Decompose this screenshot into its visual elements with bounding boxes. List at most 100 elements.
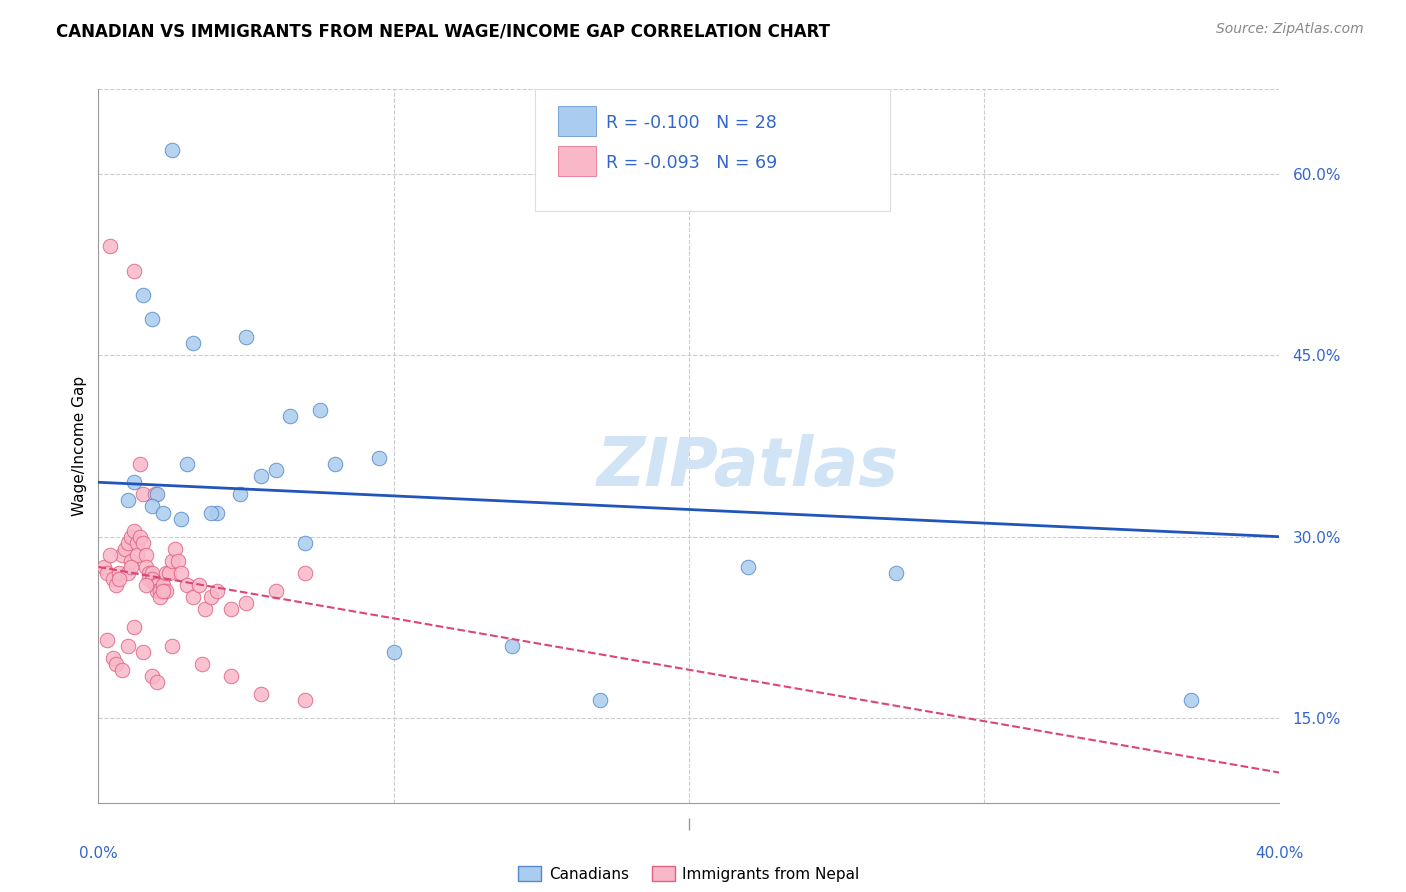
Point — [264, 463, 287, 477]
Point — [1180, 693, 1202, 707]
Point — [884, 566, 907, 580]
Text: R = -0.100   N = 28: R = -0.100 N = 28 — [606, 114, 778, 132]
Point — [152, 578, 174, 592]
Point — [294, 566, 316, 580]
Point — [205, 506, 228, 520]
Point — [323, 457, 346, 471]
Point — [138, 572, 160, 586]
Point — [146, 584, 169, 599]
Point — [128, 530, 150, 544]
Point — [93, 560, 115, 574]
Point — [737, 560, 759, 574]
Point — [135, 560, 157, 574]
Point — [108, 572, 131, 586]
Point — [155, 566, 177, 580]
Point — [132, 288, 155, 302]
Point — [229, 487, 252, 501]
Point — [221, 669, 243, 683]
Point — [98, 239, 121, 253]
Point — [132, 487, 155, 501]
Text: 40.0%: 40.0% — [1256, 846, 1303, 861]
Point — [501, 639, 523, 653]
Point — [162, 639, 183, 653]
Point — [108, 566, 131, 580]
Point — [155, 584, 177, 599]
Point — [250, 469, 273, 483]
Point — [165, 541, 187, 556]
Point — [103, 650, 125, 665]
FancyBboxPatch shape — [536, 89, 890, 211]
Point — [170, 566, 193, 580]
Point — [128, 457, 150, 471]
Point — [114, 541, 136, 556]
Point — [176, 578, 198, 592]
Point — [122, 524, 145, 538]
Point — [146, 578, 169, 592]
Point — [117, 639, 139, 653]
Point — [143, 487, 166, 501]
Point — [149, 590, 172, 604]
Point — [141, 500, 163, 514]
Point — [170, 511, 193, 525]
Point — [98, 548, 121, 562]
Text: 0.0%: 0.0% — [79, 846, 118, 861]
Point — [120, 560, 142, 574]
Text: ZIPatlas: ZIPatlas — [598, 434, 898, 500]
Point — [141, 669, 163, 683]
Point — [135, 548, 157, 562]
Point — [141, 312, 163, 326]
Point — [146, 487, 169, 501]
Point — [181, 590, 204, 604]
Text: Source: ZipAtlas.com: Source: ZipAtlas.com — [1216, 22, 1364, 37]
Point — [194, 602, 217, 616]
Legend: Canadians, Immigrants from Nepal: Canadians, Immigrants from Nepal — [512, 860, 866, 888]
Point — [162, 143, 183, 157]
Point — [122, 620, 145, 634]
Point — [146, 674, 169, 689]
Point — [176, 457, 198, 471]
Point — [294, 535, 316, 549]
Y-axis label: Wage/Income Gap: Wage/Income Gap — [72, 376, 87, 516]
Point — [200, 506, 222, 520]
Point — [141, 572, 163, 586]
Point — [235, 596, 257, 610]
Point — [138, 566, 160, 580]
Point — [96, 632, 118, 647]
Point — [105, 657, 128, 671]
Point — [157, 566, 180, 580]
Point — [117, 566, 139, 580]
Point — [117, 493, 139, 508]
Point — [111, 663, 134, 677]
Point — [181, 336, 204, 351]
Point — [132, 535, 155, 549]
Point — [125, 535, 148, 549]
Point — [309, 402, 332, 417]
FancyBboxPatch shape — [558, 106, 596, 136]
Point — [294, 693, 316, 707]
Point — [149, 584, 172, 599]
Point — [187, 578, 209, 592]
Point — [278, 409, 302, 423]
Point — [105, 578, 128, 592]
Point — [120, 554, 142, 568]
Point — [96, 566, 118, 580]
Point — [589, 693, 612, 707]
Point — [167, 554, 190, 568]
Point — [235, 330, 257, 344]
Point — [120, 530, 142, 544]
Point — [141, 566, 163, 580]
Point — [117, 535, 139, 549]
Point — [162, 554, 183, 568]
Text: R = -0.093   N = 69: R = -0.093 N = 69 — [606, 153, 778, 171]
Point — [111, 548, 134, 562]
Point — [132, 645, 155, 659]
Point — [200, 590, 222, 604]
Point — [205, 584, 228, 599]
Point — [143, 578, 166, 592]
Point — [250, 687, 273, 701]
Point — [122, 263, 145, 277]
Point — [152, 584, 174, 599]
Point — [264, 584, 287, 599]
FancyBboxPatch shape — [558, 145, 596, 176]
Point — [368, 451, 391, 466]
